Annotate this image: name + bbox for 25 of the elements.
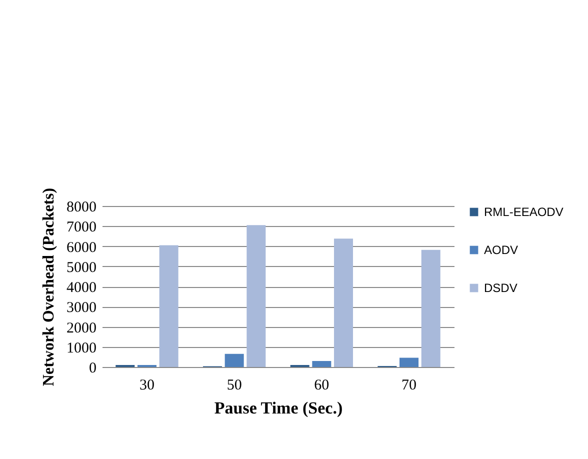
y-tick-label: 4000 [66, 280, 96, 296]
y-axis-title: Network Overhead (Packets) [40, 188, 58, 386]
x-tick-label: 50 [226, 378, 242, 394]
y-tick-label: 8000 [66, 200, 96, 216]
y-tick-label: 6000 [66, 240, 96, 256]
y-tick-label: 5000 [66, 260, 96, 276]
x-tick-label: 30 [139, 378, 154, 394]
y-tick-label: 0 [89, 360, 96, 376]
x-axis-title: Pause Time (Sec.) [214, 398, 343, 418]
bar [246, 225, 266, 367]
bar [400, 358, 419, 367]
bar [312, 360, 332, 367]
legend-label: AODV [484, 243, 518, 257]
bar [421, 250, 440, 367]
bar [224, 354, 244, 367]
bar [334, 238, 354, 367]
y-tick-label: 1000 [66, 340, 96, 356]
x-tick-label: 70 [402, 378, 417, 394]
y-tick-label: 3000 [66, 300, 96, 316]
y-tick-label: 7000 [66, 220, 96, 236]
legend-label: DSDV [484, 281, 518, 295]
x-tick-label: 60 [314, 378, 330, 394]
y-tick-label: 2000 [66, 320, 96, 336]
bar [159, 245, 178, 367]
legend-label: RML-EEAODV [484, 205, 564, 219]
